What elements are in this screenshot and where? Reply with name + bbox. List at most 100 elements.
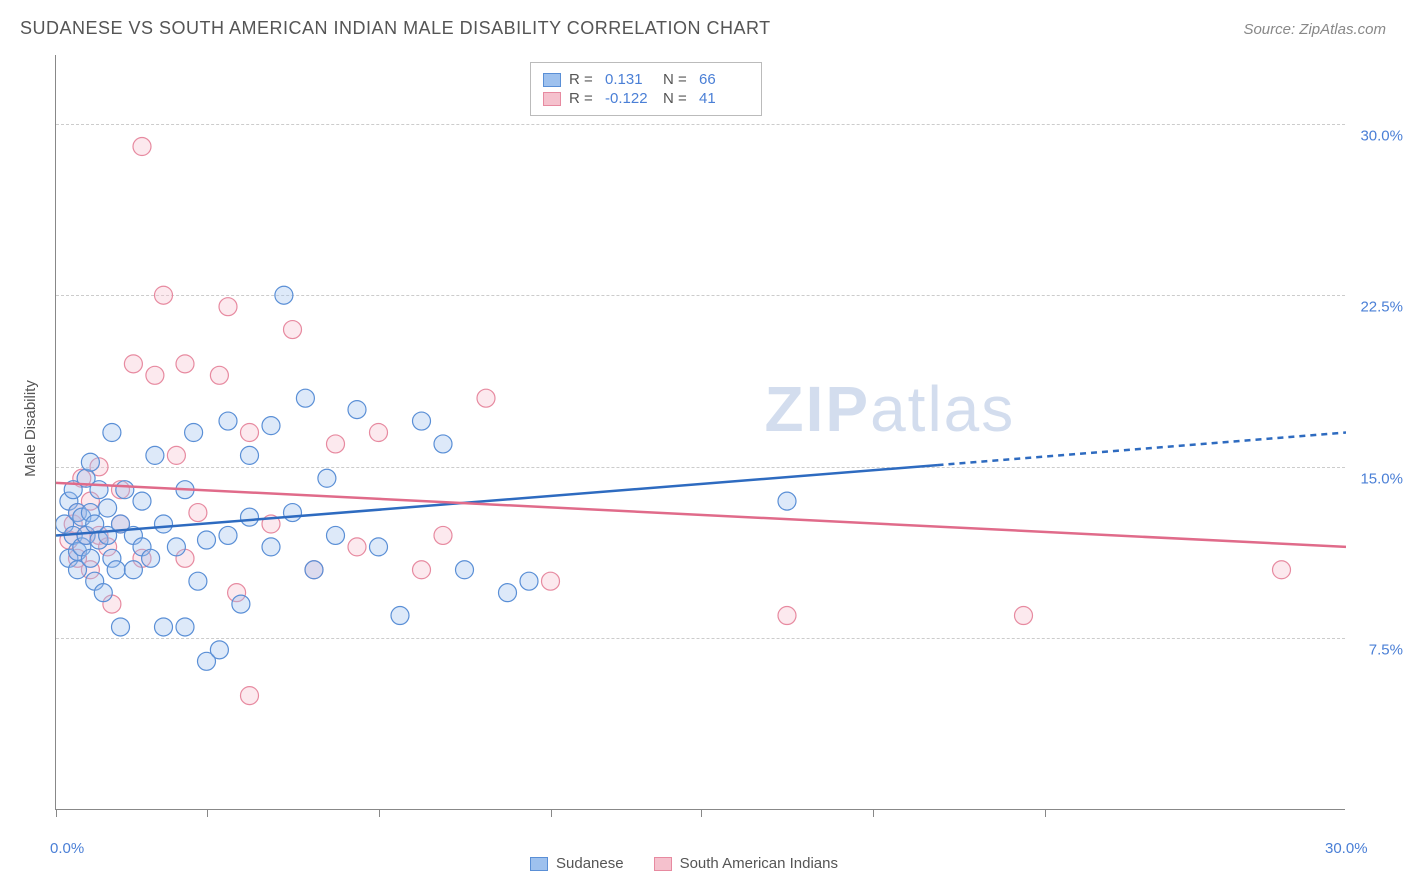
x-tick xyxy=(1045,809,1046,817)
stats-row: R = 0.131 N = 66 xyxy=(543,71,749,88)
x-tick xyxy=(379,809,380,817)
legend-label: South American Indians xyxy=(680,855,838,872)
regression-line-extrapolated xyxy=(938,433,1347,466)
data-point xyxy=(189,572,207,590)
data-point xyxy=(391,607,409,625)
data-point xyxy=(219,412,237,430)
stats-row: R =-0.122N =41 xyxy=(543,90,749,107)
data-point xyxy=(241,424,259,442)
plot-svg xyxy=(56,55,1346,810)
data-point xyxy=(146,446,164,464)
y-axis-label: Male Disability xyxy=(22,380,39,477)
data-point xyxy=(275,286,293,304)
data-point xyxy=(219,298,237,316)
x-tick xyxy=(873,809,874,817)
scatter-plot-area: 7.5%15.0%22.5%30.0% xyxy=(55,55,1345,810)
data-point xyxy=(456,561,474,579)
data-point xyxy=(370,538,388,556)
data-point xyxy=(103,424,121,442)
data-point xyxy=(167,538,185,556)
correlation-stats-box: R = 0.131 N = 66 R =-0.122N =41 xyxy=(530,62,762,116)
data-point xyxy=(348,538,366,556)
data-point xyxy=(477,389,495,407)
stat-label-r: R = xyxy=(569,71,597,88)
data-point xyxy=(155,618,173,636)
stat-value-r: 0.131 xyxy=(605,71,655,88)
stat-value-n: 41 xyxy=(699,90,749,107)
data-point xyxy=(116,481,134,499)
data-point xyxy=(142,549,160,567)
data-point xyxy=(284,321,302,339)
x-axis-max-label: 30.0% xyxy=(1325,840,1368,857)
chart-title: SUDANESE VS SOUTH AMERICAN INDIAN MALE D… xyxy=(20,18,771,39)
x-tick xyxy=(56,809,57,817)
data-point xyxy=(542,572,560,590)
data-point xyxy=(112,618,130,636)
data-point xyxy=(348,401,366,419)
data-point xyxy=(167,446,185,464)
y-tick-label: 7.5% xyxy=(1369,642,1403,659)
y-tick-label: 22.5% xyxy=(1360,299,1403,316)
data-point xyxy=(155,286,173,304)
data-point xyxy=(81,453,99,471)
data-point xyxy=(210,366,228,384)
data-point xyxy=(99,499,117,517)
data-point xyxy=(413,561,431,579)
data-point xyxy=(284,504,302,522)
data-point xyxy=(133,492,151,510)
data-point xyxy=(305,561,323,579)
data-point xyxy=(176,618,194,636)
data-point xyxy=(327,526,345,544)
legend-swatch xyxy=(543,92,561,106)
title-bar: SUDANESE VS SOUTH AMERICAN INDIAN MALE D… xyxy=(20,18,1386,39)
data-point xyxy=(262,417,280,435)
data-point xyxy=(327,435,345,453)
legend-swatch xyxy=(530,857,548,871)
data-point xyxy=(434,526,452,544)
y-tick-label: 15.0% xyxy=(1360,470,1403,487)
legend-item: Sudanese xyxy=(530,855,624,872)
legend-swatch xyxy=(543,73,561,87)
legend-item: South American Indians xyxy=(654,855,838,872)
x-tick xyxy=(207,809,208,817)
stat-value-n: 66 xyxy=(699,71,749,88)
legend-swatch xyxy=(654,857,672,871)
x-axis-min-label: 0.0% xyxy=(50,840,84,857)
data-point xyxy=(296,389,314,407)
data-point xyxy=(413,412,431,430)
data-point xyxy=(219,526,237,544)
data-point xyxy=(185,424,203,442)
data-point xyxy=(155,515,173,533)
data-point xyxy=(241,446,259,464)
data-point xyxy=(262,538,280,556)
data-point xyxy=(778,607,796,625)
data-point xyxy=(189,504,207,522)
data-point xyxy=(370,424,388,442)
stat-value-r: -0.122 xyxy=(605,90,655,107)
data-point xyxy=(107,561,125,579)
data-point xyxy=(210,641,228,659)
data-point xyxy=(94,584,112,602)
data-point xyxy=(318,469,336,487)
data-point xyxy=(176,355,194,373)
data-point xyxy=(241,687,259,705)
x-tick xyxy=(701,809,702,817)
data-point xyxy=(124,561,142,579)
data-point xyxy=(232,595,250,613)
data-point xyxy=(778,492,796,510)
data-point xyxy=(198,531,216,549)
data-point xyxy=(1015,607,1033,625)
data-point xyxy=(499,584,517,602)
data-point xyxy=(90,481,108,499)
data-point xyxy=(133,138,151,156)
stat-label-n: N = xyxy=(663,71,691,88)
data-point xyxy=(520,572,538,590)
y-tick-label: 30.0% xyxy=(1360,127,1403,144)
x-tick xyxy=(551,809,552,817)
data-point xyxy=(81,549,99,567)
data-point xyxy=(1273,561,1291,579)
data-point xyxy=(124,355,142,373)
source-label: Source: ZipAtlas.com xyxy=(1243,21,1386,38)
legend-label: Sudanese xyxy=(556,855,624,872)
data-point xyxy=(146,366,164,384)
